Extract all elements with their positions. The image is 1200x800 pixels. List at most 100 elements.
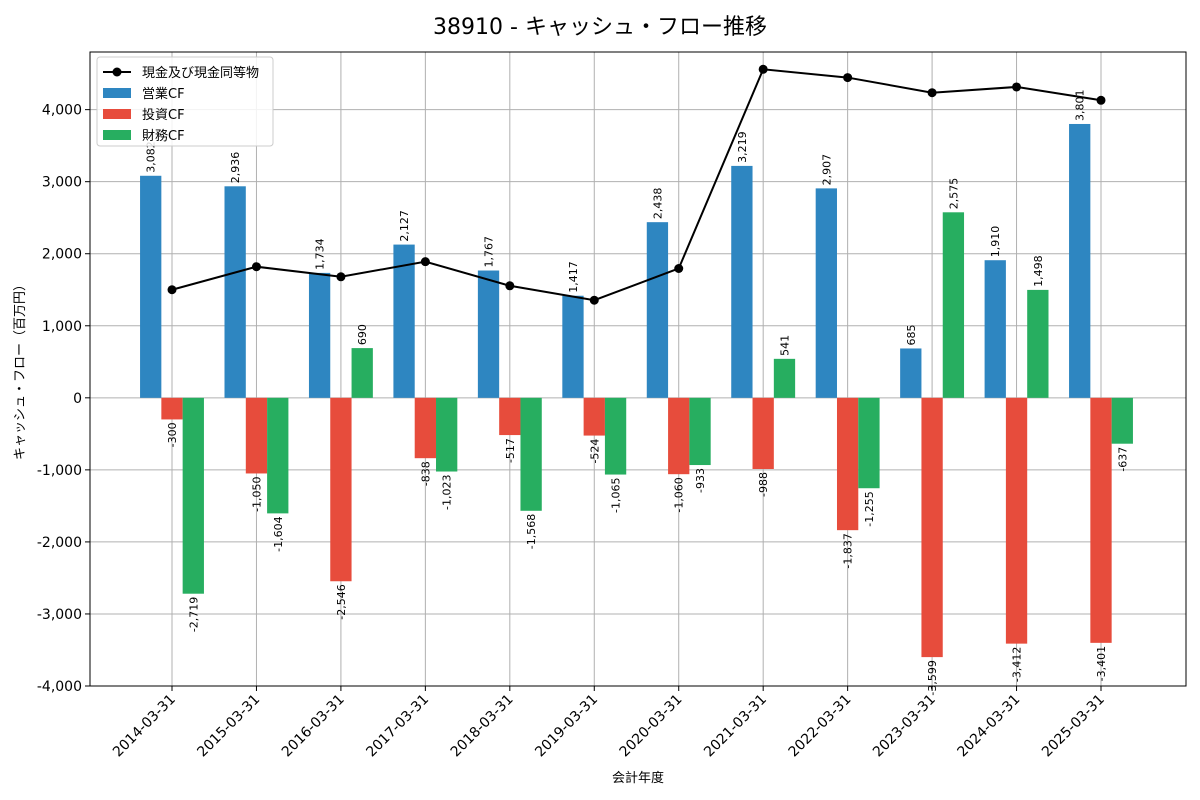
x-tick-label: 2019-03-31 (532, 692, 601, 761)
y-tick-label: -1,000 (37, 463, 82, 479)
bar-value-label: 3,219 (736, 131, 749, 163)
bar-value-label: -2,546 (335, 584, 348, 619)
cash-point (167, 285, 177, 295)
bar-value-label: 2,936 (229, 152, 242, 184)
bar-value-label: -524 (588, 439, 601, 464)
cash-line-layer (167, 64, 1106, 305)
x-tick-label: 2022-03-31 (786, 692, 855, 761)
x-tick-label: 2021-03-31 (701, 692, 770, 761)
bar-財務CF-2019-03-31 (604, 397, 627, 475)
bars-layer (140, 123, 1133, 658)
bar-財務CF-2014-03-31 (182, 397, 204, 594)
bar-value-label: 1,734 (314, 238, 327, 270)
legend-swatch (103, 109, 131, 119)
x-tick-label: 2020-03-31 (617, 692, 686, 761)
bar-value-label: 2,575 (947, 178, 960, 210)
bar-value-label: 541 (778, 335, 791, 356)
plot-frame (89, 51, 1187, 687)
bar-営業CF-2025-03-31 (1069, 123, 1091, 398)
bar-財務CF-2016-03-31 (351, 348, 373, 398)
bar-財務CF-2020-03-31 (689, 397, 711, 466)
bar-投資CF-2018-03-31 (499, 397, 521, 436)
y-axis-label: キャッシュ・フロー（百万円） (13, 278, 28, 460)
y-tick-label: -3,000 (37, 607, 82, 623)
bar-value-label: -988 (757, 472, 770, 497)
legend-label: 投資CF (142, 107, 185, 123)
bar-投資CF-2016-03-31 (330, 397, 352, 582)
legend-box (96, 56, 274, 147)
bar-営業CF-2019-03-31 (562, 295, 584, 398)
cash-point (927, 88, 937, 98)
cash-point (336, 272, 346, 282)
cash-point (674, 263, 684, 273)
x-axis-label: 会計年度 (612, 770, 664, 786)
bar-営業CF-2023-03-31 (900, 348, 922, 398)
bar-value-label: 3,082 (145, 141, 158, 173)
bar-投資CF-2017-03-31 (414, 397, 437, 459)
bar-value-label: 1,498 (1032, 255, 1045, 287)
bar-財務CF-2018-03-31 (520, 397, 542, 511)
bar-value-label: -3,401 (1095, 646, 1108, 681)
bar-財務CF-2025-03-31 (1111, 397, 1133, 444)
cash-line (171, 68, 1102, 302)
cash-point (1012, 82, 1022, 92)
cash-point (251, 262, 261, 272)
bar-財務CF-2015-03-31 (267, 397, 289, 514)
bar-財務CF-2022-03-31 (858, 397, 880, 489)
bar-value-label: -300 (166, 422, 179, 447)
bar-value-label: -838 (419, 461, 432, 486)
bar-value-label: 2,907 (820, 154, 833, 186)
x-tick-label: 2016-03-31 (279, 692, 348, 761)
bar-投資CF-2019-03-31 (583, 397, 605, 436)
x-tick-label: 2014-03-31 (110, 692, 179, 761)
bar-投資CF-2023-03-31 (921, 397, 943, 658)
bar-営業CF-2016-03-31 (308, 272, 331, 398)
bar-value-label: -1,568 (525, 514, 538, 549)
y-tick-label: -4,000 (37, 679, 82, 695)
bar-value-label: -517 (504, 438, 517, 463)
legend-label: 営業CF (142, 86, 185, 102)
x-tick-label: 2023-03-31 (870, 692, 939, 761)
bar-value-label: -1,050 (250, 476, 263, 511)
cash-point (843, 73, 853, 83)
x-tick-label: 2018-03-31 (448, 692, 517, 761)
bar-営業CF-2014-03-31 (140, 175, 162, 398)
grid-lines (90, 52, 1186, 687)
cash-point (420, 257, 430, 267)
bar-営業CF-2022-03-31 (815, 188, 837, 398)
bar-営業CF-2018-03-31 (477, 270, 500, 398)
bar-value-label: -1,060 (673, 477, 686, 512)
bar-投資CF-2025-03-31 (1090, 397, 1112, 643)
bar-value-label: -1,065 (610, 478, 623, 513)
bar-value-label: 1,910 (989, 226, 1002, 258)
bar-営業CF-2024-03-31 (984, 260, 1006, 398)
y-tick-label: 0 (73, 391, 82, 407)
bar-value-label: 2,438 (651, 188, 664, 220)
x-tick-label: 2017-03-31 (363, 692, 432, 761)
bar-value-label: -637 (1116, 447, 1129, 472)
bar-財務CF-2021-03-31 (773, 358, 796, 398)
bar-value-label: 2,127 (398, 210, 411, 242)
legend-marker (112, 67, 122, 77)
y-tick-label: 4,000 (42, 103, 82, 119)
bar-投資CF-2015-03-31 (245, 397, 268, 474)
y-tick-label: 3,000 (42, 175, 82, 191)
bar-投資CF-2024-03-31 (1005, 397, 1028, 644)
bar-value-label: -1,837 (842, 533, 855, 568)
bar-営業CF-2021-03-31 (731, 165, 753, 398)
cash-point (589, 295, 599, 305)
legend-label: 現金及び現金同等物 (142, 65, 259, 81)
bar-営業CF-2017-03-31 (393, 244, 415, 398)
legend-label: 財務CF (142, 129, 185, 144)
cash-point (758, 64, 768, 74)
bar-value-label: 690 (356, 324, 369, 345)
bar-value-label: 1,767 (483, 236, 496, 268)
y-tick-label: 2,000 (42, 247, 82, 263)
x-tick-label: 2025-03-31 (1039, 692, 1108, 761)
legend-swatch (103, 130, 131, 140)
bar-投資CF-2014-03-31 (161, 397, 183, 420)
bar-財務CF-2024-03-31 (1027, 289, 1049, 398)
bar-投資CF-2021-03-31 (752, 397, 774, 469)
